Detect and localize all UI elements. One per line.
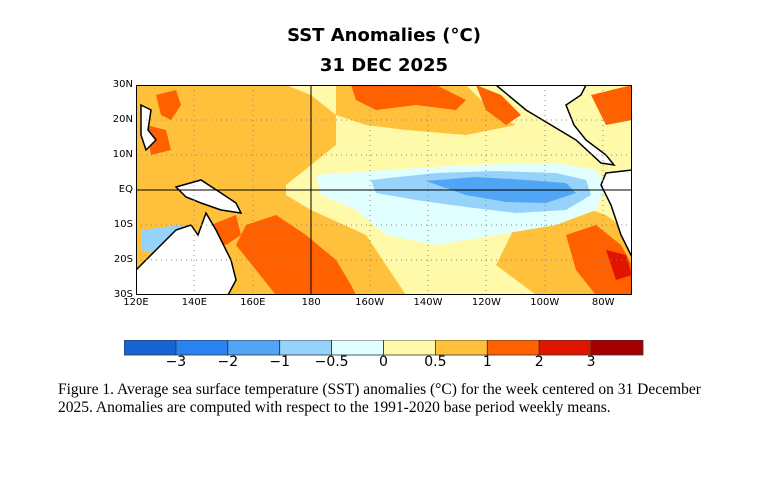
- lat-tick-label: 10S: [113, 219, 133, 230]
- colorbar-swatch: [486, 340, 540, 356]
- hot-region-peru-core: [606, 250, 632, 280]
- land-australia: [136, 211, 237, 295]
- colorbar: [124, 340, 644, 356]
- colorbar-swatch: [538, 340, 592, 356]
- colorbar-swatch: [590, 340, 644, 356]
- hot-region-mexico: [476, 85, 521, 125]
- lat-tick-label: 30N: [112, 79, 133, 90]
- colorbar-label: 1: [482, 354, 492, 370]
- colorbar-label: 3: [586, 354, 596, 370]
- lon-tick-label: 160W: [355, 297, 385, 308]
- colorbar-label: 2: [534, 354, 544, 370]
- hot-region-west2: [146, 125, 171, 155]
- lon-tick-label: 120W: [471, 297, 501, 308]
- colorbar-swatch: [331, 340, 384, 356]
- lat-tick-label: 20S: [113, 254, 133, 265]
- lon-tick-label: 160E: [240, 297, 266, 308]
- colorbar-label: 0.5: [424, 354, 447, 370]
- land: [136, 85, 632, 295]
- lon-tick-label: 80W: [591, 297, 615, 308]
- hot-region-west: [156, 90, 181, 120]
- lat-tick-label: 10N: [112, 149, 133, 160]
- land-new-guinea: [174, 179, 243, 214]
- colorbar-label: −1: [269, 354, 291, 370]
- figure-caption: Figure 1. Average sea surface temperatur…: [58, 381, 701, 416]
- lat-tick-label: 20N: [112, 114, 133, 125]
- lon-tick-label: 180: [301, 297, 321, 308]
- hot-region-south-pacific: [236, 215, 356, 295]
- lat-tick-label: 30S: [113, 289, 133, 300]
- colorbar-swatch: [227, 340, 281, 356]
- hot-region-caribbean: [591, 85, 632, 125]
- land-south-america: [600, 169, 632, 258]
- lon-tick-label: 140E: [181, 297, 208, 308]
- colorbar-swatch: [279, 340, 332, 356]
- map-date: 31 DEC 2025: [319, 55, 449, 76]
- map-frame: [136, 85, 632, 295]
- colorbar-swatch: [383, 340, 436, 356]
- lon-tick-label: 100W: [530, 297, 560, 308]
- colorbar-label: 0: [379, 354, 388, 370]
- lon-tick-label: 140W: [413, 297, 443, 308]
- hot-region-northeast: [351, 85, 466, 110]
- colorbar-label: −3: [165, 354, 187, 370]
- lon-tick-label: 120E: [123, 297, 149, 308]
- colorbar-swatch: [124, 340, 177, 356]
- colorbar-swatch: [175, 340, 229, 356]
- map-title: SST Anomalies (°C): [287, 25, 481, 46]
- colorbar-swatch: [434, 340, 488, 356]
- sst-anomaly-map: [136, 85, 632, 295]
- colorbar-label: −2: [217, 354, 239, 370]
- colorbar-label: −0.5: [314, 354, 349, 370]
- lat-tick-label: EQ: [118, 184, 133, 195]
- land-philippines: [140, 103, 158, 152]
